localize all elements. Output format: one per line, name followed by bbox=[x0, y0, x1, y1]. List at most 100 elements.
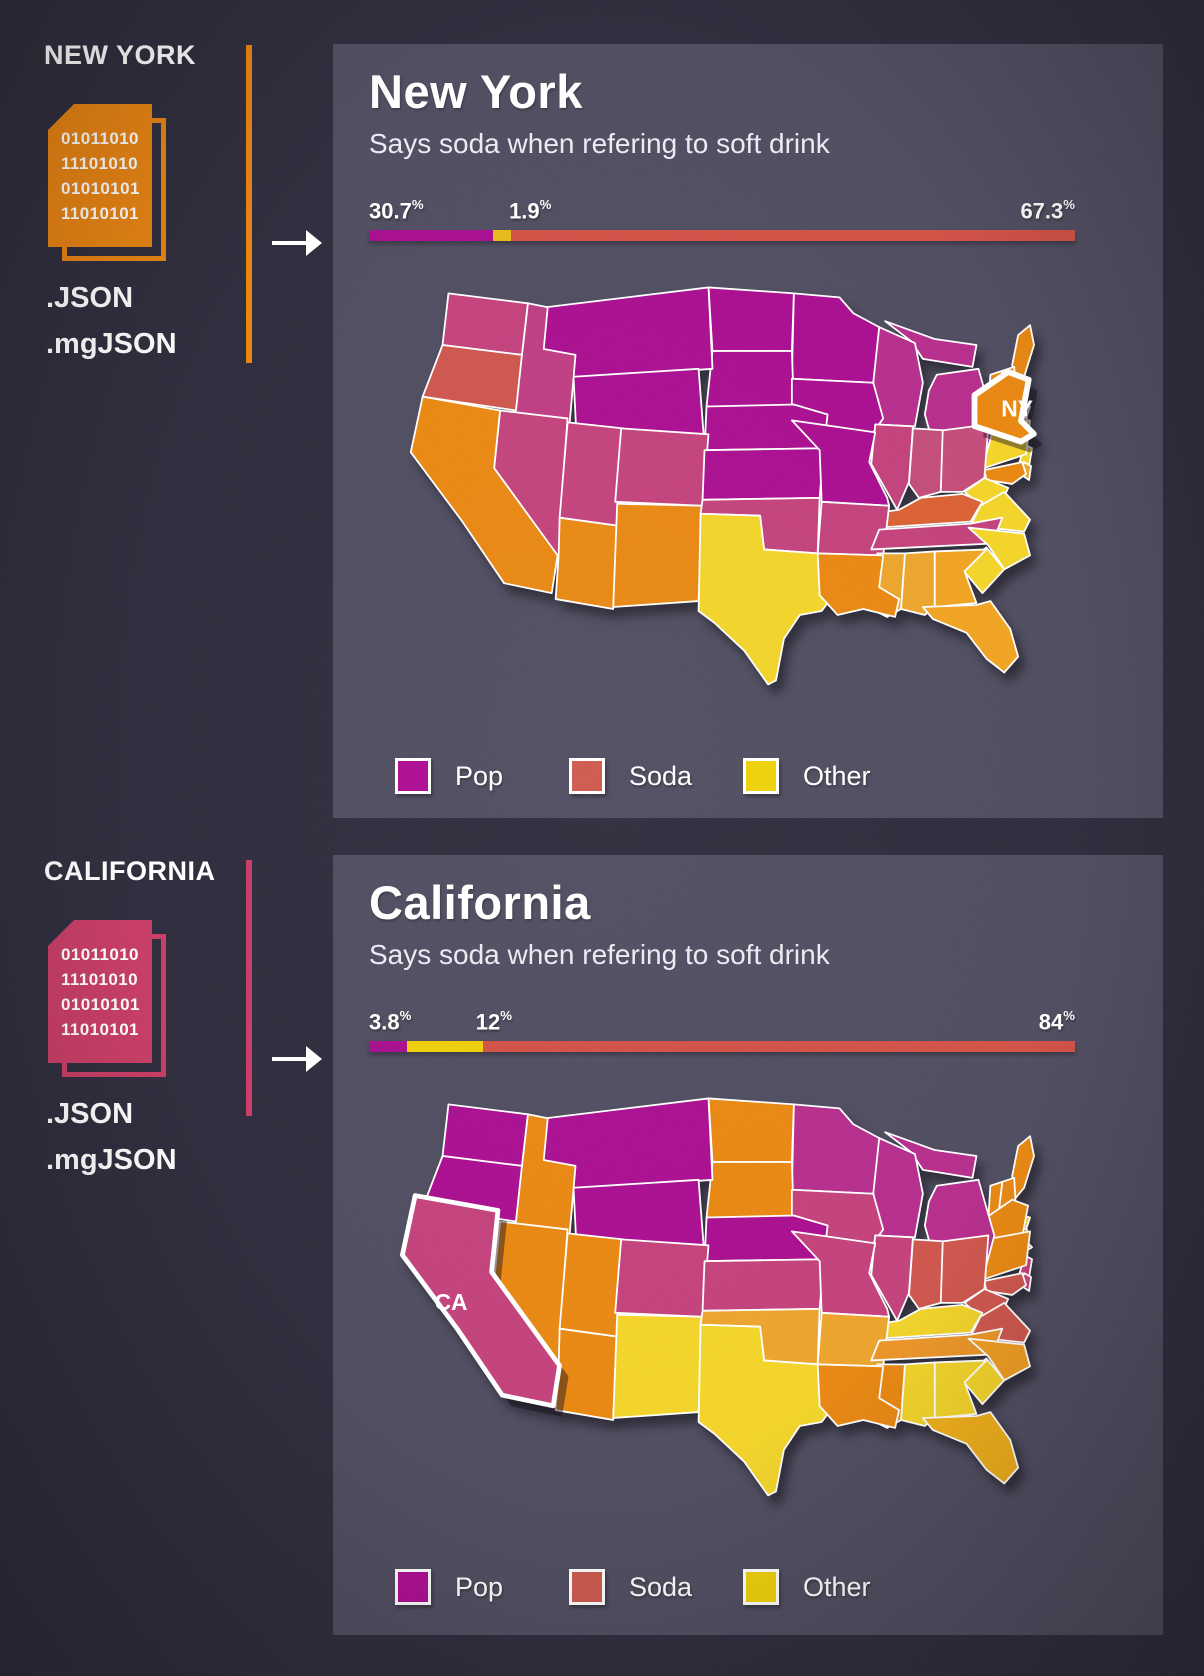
legend-label: Soda bbox=[629, 760, 693, 791]
panel-subtitle: Says soda when refering to soft drink bbox=[369, 128, 830, 159]
panel-california: California Says soda when refering to so… bbox=[333, 855, 1163, 1635]
percent-bar-labels: 30.7% 1.9% 67.3% bbox=[369, 190, 1075, 224]
bar-label-pop: 30.7% bbox=[369, 196, 424, 224]
legend-label: Pop bbox=[455, 1571, 504, 1602]
legend-swatch bbox=[743, 1569, 779, 1605]
state-co bbox=[614, 1238, 710, 1318]
binary-line: 01010101 bbox=[61, 995, 140, 1014]
state-fl bbox=[921, 600, 1020, 674]
binary-line: 11010101 bbox=[61, 1020, 139, 1039]
format-mgjson-label: .mgJSON bbox=[46, 1144, 177, 1176]
legend: Pop Soda Other bbox=[395, 758, 917, 794]
arrow-right-icon bbox=[272, 230, 322, 256]
bar-value: 30.7 bbox=[369, 198, 412, 223]
percent-sign: % bbox=[500, 1007, 512, 1023]
bar-segment-pop bbox=[369, 1041, 408, 1052]
state-mn bbox=[790, 1103, 881, 1195]
state-az bbox=[554, 516, 619, 610]
arrow-shaft bbox=[272, 1057, 308, 1061]
us-choropleth-map: CA bbox=[399, 1097, 1035, 1497]
state-in bbox=[908, 427, 946, 499]
state-wa bbox=[441, 1103, 529, 1167]
percent-bar bbox=[369, 230, 1075, 241]
bar-segment-soda bbox=[510, 230, 1075, 241]
percent-sign: % bbox=[1063, 1007, 1075, 1023]
source-title: NEW YORK bbox=[44, 40, 197, 70]
arrow-head bbox=[306, 1046, 322, 1072]
legend: Pop Soda Other bbox=[395, 1569, 917, 1605]
legend-swatch bbox=[395, 758, 431, 794]
percent-bar bbox=[369, 1041, 1075, 1052]
state-sd bbox=[705, 1161, 795, 1219]
legend-label: Other bbox=[803, 760, 871, 791]
legend-item-soda: Soda bbox=[569, 758, 743, 794]
state-ut bbox=[558, 421, 625, 527]
state-al bbox=[900, 550, 936, 616]
legend-item-pop: Pop bbox=[395, 758, 569, 794]
legend-item-other: Other bbox=[743, 1569, 917, 1605]
state-fl bbox=[921, 1411, 1020, 1485]
arrow-shaft bbox=[272, 241, 308, 245]
json-file-front-page: 01011010 11101010 01010101 11010101 bbox=[48, 104, 152, 247]
json-file-icon: 01011010 11101010 01010101 11010101 bbox=[48, 920, 166, 1077]
highlight-state-label: CA bbox=[435, 1289, 468, 1315]
format-json-label: .JSON bbox=[46, 1098, 134, 1130]
legend-swatch bbox=[569, 758, 605, 794]
bar-segment-other bbox=[407, 1041, 484, 1052]
legend-swatch bbox=[569, 1569, 605, 1605]
binary-code: 01011010 11101010 01010101 11010101 bbox=[48, 104, 152, 226]
binary-line: 01011010 bbox=[61, 945, 139, 964]
legend-swatch bbox=[395, 1569, 431, 1605]
state-nm bbox=[612, 1313, 704, 1419]
state-in bbox=[908, 1238, 946, 1310]
arrow-right-icon bbox=[272, 1046, 322, 1072]
percent-bar-labels: 3.8% 12% 84% bbox=[369, 1001, 1075, 1035]
bar-label-other: 12% bbox=[475, 1007, 512, 1035]
bar-label-soda: 67.3% bbox=[1020, 196, 1075, 224]
legend-label: Pop bbox=[455, 760, 504, 791]
legend-label: Other bbox=[803, 1571, 871, 1602]
source-title: CALIFORNIA bbox=[44, 856, 216, 886]
legend-swatch bbox=[743, 758, 779, 794]
percent-sign: % bbox=[411, 196, 424, 212]
state-ks bbox=[701, 1258, 825, 1312]
bar-value: 3.8 bbox=[369, 1009, 400, 1034]
state-co bbox=[614, 427, 710, 507]
state-nd bbox=[707, 1097, 795, 1163]
bar-segment-pop bbox=[369, 230, 493, 241]
bar-label-pop: 3.8% bbox=[369, 1007, 412, 1035]
json-file-icon: 01011010 11101010 01010101 11010101 bbox=[48, 104, 166, 261]
binary-code: 01011010 11101010 01010101 11010101 bbox=[48, 920, 152, 1042]
state-wa bbox=[441, 292, 529, 356]
state-nm bbox=[612, 502, 704, 608]
bar-segment-other bbox=[492, 230, 511, 241]
divider-line bbox=[246, 45, 252, 363]
source-new-york: NEW YORK 01011010 11101010 01010101 1101010… bbox=[0, 40, 333, 460]
bar-value: 12 bbox=[475, 1009, 501, 1034]
binary-line: 11101010 bbox=[61, 970, 138, 989]
percent-sign: % bbox=[399, 1007, 412, 1023]
binary-line: 11010101 bbox=[61, 204, 139, 223]
binary-line: 01010101 bbox=[61, 179, 140, 198]
legend-item-other: Other bbox=[743, 758, 917, 794]
percent-sign: % bbox=[1063, 196, 1075, 212]
divider-line bbox=[246, 860, 252, 1116]
bar-value: 67.3 bbox=[1020, 198, 1064, 223]
legend-label: Soda bbox=[629, 1571, 693, 1602]
panel-title: California bbox=[369, 876, 591, 929]
us-choropleth-map: NY bbox=[409, 286, 1043, 686]
legend-item-pop: Pop bbox=[395, 1569, 569, 1605]
bar-label-soda: 84% bbox=[1039, 1007, 1075, 1035]
highlight-state-label: NY bbox=[1001, 395, 1033, 421]
format-mgjson-label: .mgJSON bbox=[46, 328, 177, 360]
state-ut bbox=[558, 1232, 625, 1338]
format-json-label: .JSON bbox=[46, 282, 134, 314]
binary-line: 11101010 bbox=[61, 154, 138, 173]
state-al bbox=[900, 1361, 936, 1427]
binary-line: 01011010 bbox=[61, 129, 139, 148]
source-california: CALIFORNIA 01011010 11101010 01010101 11010… bbox=[0, 856, 333, 1276]
bar-value: 1.9 bbox=[509, 198, 540, 223]
panel-title: New York bbox=[369, 65, 583, 118]
state-nd bbox=[707, 286, 795, 352]
